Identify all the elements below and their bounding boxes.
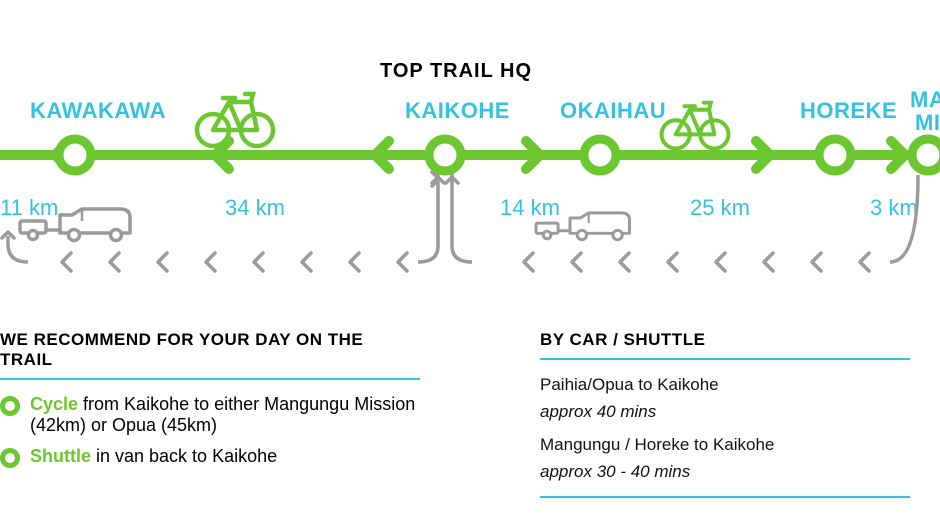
shuttle-heading: BY CAR / SHUTTLE — [540, 330, 910, 350]
recommend-block: WE RECOMMEND FOR YOUR DAY ON THE TRAIL C… — [0, 330, 420, 478]
shuttle-time: approx 40 mins — [540, 401, 910, 424]
shuttle-route: Mangungu / Horeke to Kaikohe — [540, 434, 910, 457]
bullet-icon — [0, 396, 20, 416]
divider — [540, 358, 910, 360]
shuttle-block: BY CAR / SHUTTLE Paihia/Opua to Kaikohe a… — [540, 330, 910, 512]
shuttle-time: approx 30 - 40 mins — [540, 461, 910, 484]
bullet-icon — [0, 448, 20, 468]
recommend-item: Cycle from Kaikohe to either Mangungu Mi… — [0, 394, 420, 436]
recommend-text: Cycle from Kaikohe to either Mangungu Mi… — [30, 394, 420, 436]
shuttle-route: Paihia/Opua to Kaikohe — [540, 374, 910, 397]
divider — [0, 378, 420, 380]
recommend-item: Shuttle in van back to Kaikohe — [0, 446, 420, 468]
divider — [540, 496, 910, 498]
recommend-heading: WE RECOMMEND FOR YOUR DAY ON THE TRAIL — [0, 330, 420, 370]
recommend-text: Shuttle in van back to Kaikohe — [30, 446, 277, 467]
